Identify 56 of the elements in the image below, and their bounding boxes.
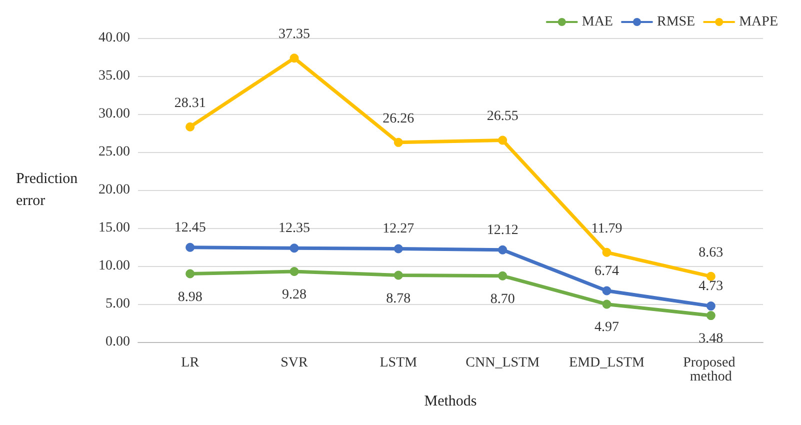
legend-label: MAPE <box>739 14 778 30</box>
data-label: 8.78 <box>386 291 411 306</box>
y-tick-label: 25.00 <box>98 144 130 160</box>
y-tick-label: 35.00 <box>98 68 130 84</box>
point <box>706 302 716 311</box>
point <box>186 122 195 132</box>
point <box>186 269 195 278</box>
point <box>186 242 195 252</box>
data-label: 26.55 <box>486 109 518 124</box>
point <box>602 286 612 296</box>
data-label: 4.73 <box>698 279 724 294</box>
data-label: 12.45 <box>174 220 206 236</box>
y-tick-label: 40.00 <box>98 30 130 46</box>
point <box>394 270 403 280</box>
data-label: 8.63 <box>698 245 724 260</box>
y-tick-label: 20.00 <box>98 182 130 198</box>
data-label: 37.35 <box>278 27 310 42</box>
x-tick-label: LR <box>181 356 200 370</box>
data-label: 8.98 <box>178 290 202 305</box>
point <box>498 245 508 254</box>
point <box>498 271 508 280</box>
data-label: 11.79 <box>591 221 622 236</box>
y-axis-title: Prediction error <box>16 171 78 209</box>
point <box>290 266 299 276</box>
data-label: 28.31 <box>174 96 206 111</box>
data-label: 4.97 <box>594 320 619 336</box>
x-tick-label: CNN_LSTM <box>466 356 540 370</box>
y-tick-label: 0.00 <box>106 334 130 350</box>
x-tick-label: EMD_LSTM <box>569 356 646 370</box>
point <box>394 244 403 254</box>
data-label: 3.48 <box>698 332 724 347</box>
point <box>602 248 612 257</box>
legend-label: RMSE <box>656 14 696 30</box>
point <box>706 311 716 320</box>
data-label: 12.27 <box>382 222 414 237</box>
legend-label: MAE <box>582 14 613 30</box>
point <box>290 54 299 63</box>
x-tick-label: LSTM <box>380 356 418 370</box>
point <box>394 138 403 147</box>
data-label: 8.70 <box>490 292 515 307</box>
data-label: 12.35 <box>278 221 310 236</box>
data-label: 12.12 <box>486 222 518 238</box>
x-tick-label: SVR <box>280 356 309 370</box>
point <box>290 244 299 253</box>
point <box>602 300 612 309</box>
y-tick-label: 10.00 <box>98 258 130 274</box>
data-label: 6.74 <box>594 264 619 279</box>
data-label: 9.28 <box>282 287 306 302</box>
y-tick-label: 30.00 <box>98 106 130 122</box>
y-tick-label: 15.00 <box>98 220 130 236</box>
point <box>706 272 716 281</box>
x-tick-label: Proposed method <box>683 356 739 384</box>
data-label: 26.26 <box>382 111 414 126</box>
x-axis-title: Methods <box>424 394 477 410</box>
point <box>498 136 508 145</box>
y-tick-label: 5.00 <box>106 296 130 312</box>
